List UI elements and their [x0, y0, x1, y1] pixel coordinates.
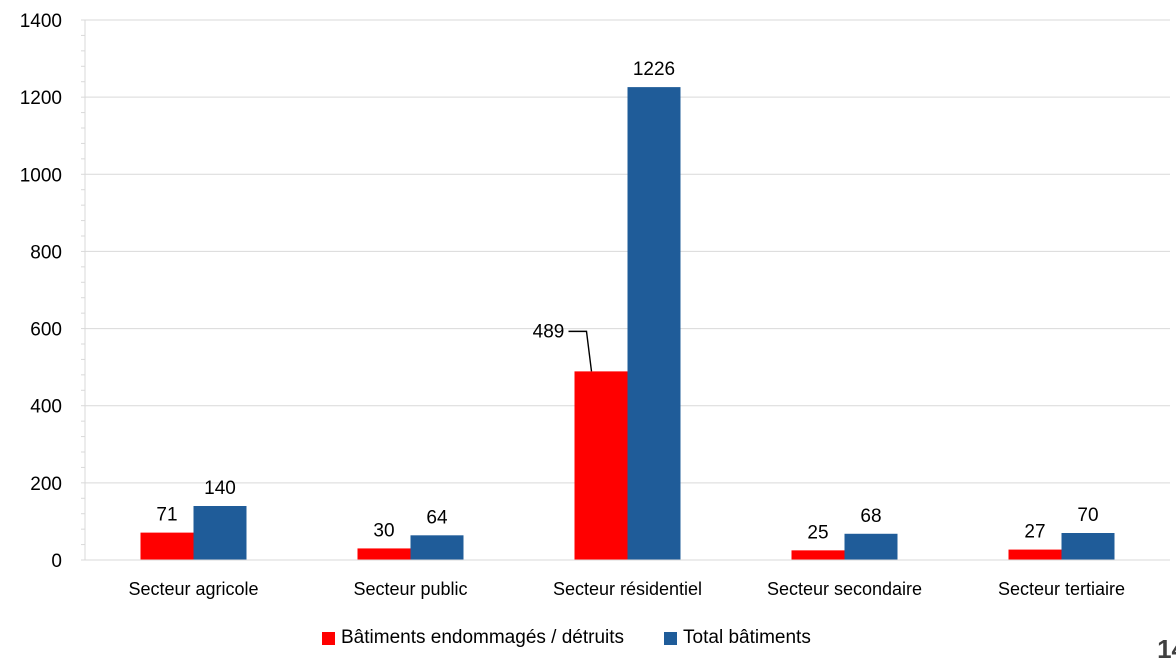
y-tick-label: 1400	[20, 11, 62, 32]
legend-label-damaged: Bâtiments endommagés / détruits	[341, 627, 625, 648]
data-label: 489	[533, 321, 565, 342]
bar	[1008, 549, 1062, 560]
bar	[193, 506, 247, 560]
y-tick-label: 200	[30, 474, 62, 495]
y-tick-label: 800	[30, 242, 62, 263]
bar	[357, 548, 411, 560]
x-tick-label: Secteur tertiaire	[998, 579, 1125, 599]
data-label: 64	[426, 507, 448, 528]
bar	[574, 371, 628, 560]
bar	[844, 533, 898, 560]
data-label: 140	[204, 478, 236, 499]
legend-item-damaged: Bâtiments endommagés / détruits	[322, 627, 624, 649]
bars	[140, 87, 1115, 560]
x-axis: Secteur agricole Secteur public Secteur ré…	[85, 559, 1170, 599]
legend-swatch-damaged	[322, 631, 335, 645]
legend-label-total: Total bâtiments	[683, 627, 811, 648]
y-axis: 0 200 400 600 800 1000 1200 1400	[20, 11, 86, 572]
leader-line	[568, 330, 593, 372]
y-tick-label: 1200	[20, 88, 62, 109]
data-labels: 71 140 30 64 489 1226 25 68 27 70	[156, 59, 1098, 543]
y-tick-label: 400	[30, 397, 62, 418]
legend-item-total: Total bâtiments	[664, 627, 811, 649]
data-label: 71	[156, 505, 177, 526]
data-label: 27	[1024, 522, 1045, 543]
x-tick-label: Secteur résidentiel	[553, 579, 702, 599]
data-label: 1226	[633, 59, 675, 80]
data-label: 70	[1077, 505, 1098, 526]
bar	[791, 550, 845, 560]
bar	[410, 535, 464, 560]
y-tick-label: 1000	[20, 165, 62, 186]
x-tick-label: Secteur public	[353, 579, 467, 599]
legend: Bâtiments endommagés / détruits Total bâ…	[322, 627, 851, 649]
bar	[627, 87, 681, 560]
bar	[1061, 533, 1115, 560]
x-tick-label: Secteur secondaire	[767, 579, 922, 599]
x-tick-label: Secteur agricole	[128, 579, 258, 599]
y-tick-label: 600	[30, 320, 62, 341]
data-label: 30	[373, 520, 394, 541]
data-label: 25	[807, 522, 828, 543]
y-tick-label: 0	[51, 551, 62, 572]
page-number: 14	[1157, 634, 1176, 664]
bar	[140, 532, 194, 560]
data-label: 68	[860, 506, 881, 527]
legend-swatch-total	[664, 631, 678, 645]
